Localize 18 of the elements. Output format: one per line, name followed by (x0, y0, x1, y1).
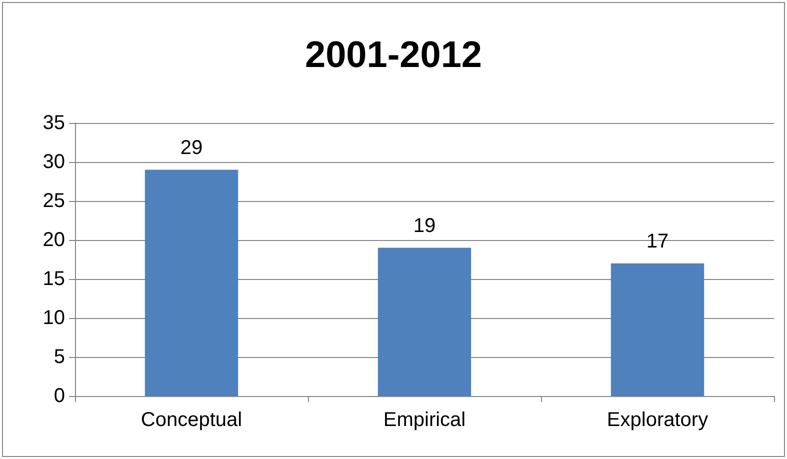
bar (378, 248, 472, 396)
x-tick-label: Conceptual (140, 409, 242, 431)
y-tick-label: 30 (42, 151, 65, 173)
bar (144, 170, 238, 396)
x-tick-label: Empirical (383, 409, 466, 431)
data-label: 19 (413, 214, 436, 237)
bar (610, 263, 704, 396)
data-label: 29 (180, 136, 203, 159)
y-tick-label: 20 (42, 229, 65, 251)
y-tick-label: 15 (42, 268, 65, 290)
y-tick-label: 10 (42, 307, 65, 329)
y-tick-label: 25 (42, 190, 65, 212)
chart-title: 2001-2012 (305, 34, 482, 75)
y-tick-label: 5 (54, 346, 65, 368)
x-tick-label: Exploratory (606, 409, 708, 431)
y-tick-label: 35 (42, 112, 65, 134)
data-label: 17 (646, 230, 669, 252)
y-tick-label: 0 (54, 385, 65, 407)
